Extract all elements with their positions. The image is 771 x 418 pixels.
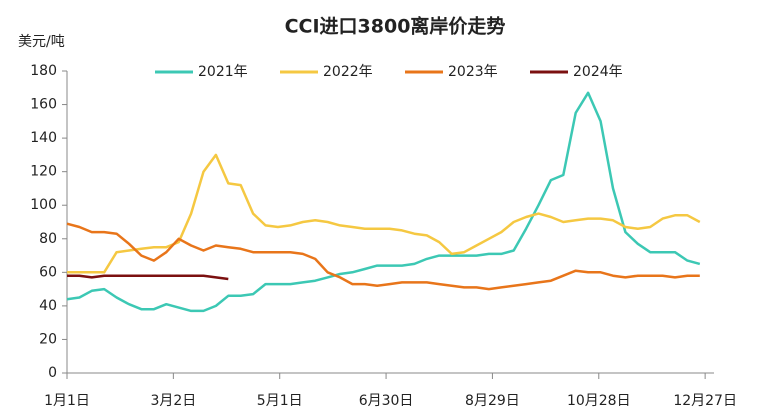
y-tick-label: 40: [39, 298, 57, 314]
y-tick-label: 20: [39, 331, 57, 347]
x-tick-label: 3月2日: [150, 393, 196, 409]
series-line: [67, 274, 229, 281]
y-tick-label: 120: [30, 164, 57, 180]
x-tick-label: 12月27日: [673, 393, 737, 409]
y-tick-label: 160: [30, 97, 57, 113]
legend-label: 2024年: [573, 64, 623, 80]
legend-label: 2021年: [198, 64, 248, 80]
y-tick-label: 80: [39, 231, 57, 247]
legend-label: 2023年: [448, 64, 498, 80]
series-line: [66, 222, 700, 291]
x-tick-label: 6月30日: [359, 393, 414, 409]
x-tick-label: 10月28日: [567, 393, 631, 409]
y-tick-label: 140: [30, 130, 57, 146]
y-tick-label: 0: [48, 365, 57, 381]
series-line: [66, 91, 701, 313]
x-tick-label: 1月1日: [44, 393, 90, 409]
legend-label: 2022年: [323, 64, 373, 80]
y-axis-label: 美元/吨: [18, 34, 65, 50]
x-tick-label: 5月1日: [257, 393, 303, 409]
y-tick-label: 180: [30, 63, 57, 79]
y-tick-label: 60: [39, 264, 57, 280]
chart-title: CCI进口3800离岸价走势: [285, 15, 506, 38]
y-tick-label: 100: [30, 197, 57, 213]
x-tick-label: 8月29日: [465, 393, 520, 409]
